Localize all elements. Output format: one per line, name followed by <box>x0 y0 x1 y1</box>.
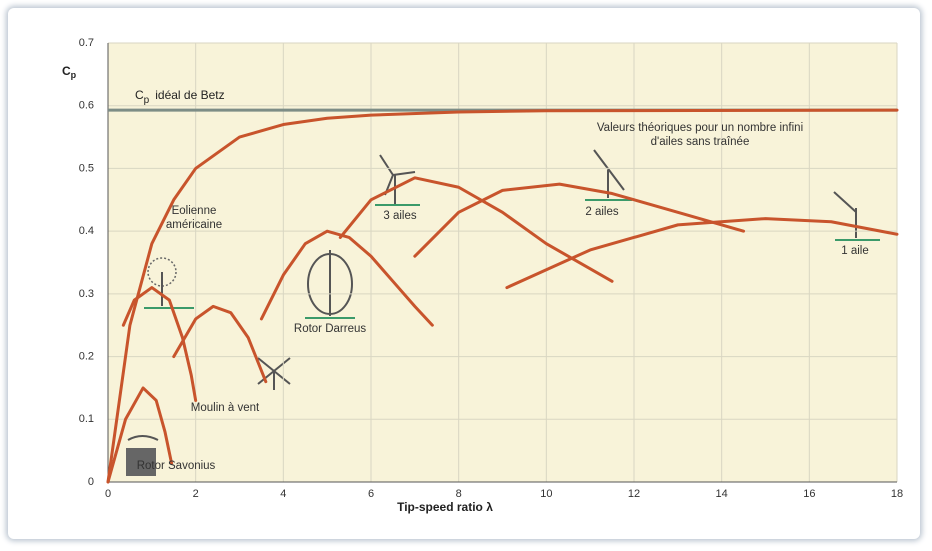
y-tick-label: 0 <box>88 476 94 488</box>
x-tick-label: 14 <box>716 488 728 500</box>
savonius-icon <box>126 448 156 476</box>
curve <box>172 304 268 384</box>
y-tick-label: 0.2 <box>79 350 94 362</box>
plot-area <box>108 43 897 482</box>
curve-label: Eolienne <box>172 205 217 217</box>
x-tick-label: 18 <box>891 488 903 500</box>
x-tick-label: 12 <box>628 488 640 500</box>
curve-label: Moulin à vent <box>191 402 260 414</box>
curve <box>413 182 746 258</box>
y-tick-label: 0.5 <box>79 162 94 174</box>
curve <box>106 108 899 484</box>
x-tick-label: 0 <box>105 488 111 500</box>
betz-label-sub: p <box>144 95 150 106</box>
y-axis-label-sub: p <box>71 70 77 80</box>
y-tick-label: 0.4 <box>79 225 94 237</box>
y-axis-label-main: C <box>62 64 71 78</box>
arrow <box>127 435 159 441</box>
y-tick-label: 0.3 <box>79 288 94 300</box>
x-tick-label: 2 <box>193 488 199 500</box>
x-tick-label: 16 <box>803 488 815 500</box>
icons <box>126 149 880 476</box>
x-axis-label: Tip-speed ratio λ <box>397 500 493 514</box>
x-tick-label: 6 <box>368 488 374 500</box>
betz-label: Cp idéal de Betz <box>135 88 225 105</box>
betz-label-main: C <box>135 88 144 102</box>
curve-label: 2 ailes <box>585 206 618 218</box>
curve <box>259 229 434 327</box>
y-tick-label: 0.1 <box>79 413 94 425</box>
curve-label: 1 aile <box>841 245 869 257</box>
betz-label-rest: idéal de Betz <box>155 88 224 102</box>
x-tick-label: 4 <box>280 488 286 500</box>
one-blade-icon <box>833 191 857 213</box>
y-tick-label: 0.6 <box>79 100 94 112</box>
y-axis-label: Cp <box>62 64 77 80</box>
curve-label: Valeurs théoriques pour un nombre infini <box>597 122 803 134</box>
curve-label: d'ailes sans traînée <box>651 136 750 148</box>
curve <box>121 286 198 402</box>
curve-label: américaine <box>166 219 222 231</box>
curve-label: 3 ailes <box>383 210 416 222</box>
y-tick-label: 0.7 <box>79 37 94 49</box>
curve <box>505 217 899 290</box>
curve-label: Rotor Darreus <box>294 323 366 335</box>
curve-label: Rotor Savonius <box>137 460 216 472</box>
x-tick-label: 8 <box>456 488 462 500</box>
curve <box>106 386 174 484</box>
curve <box>338 176 614 283</box>
x-tick-label: 10 <box>540 488 552 500</box>
